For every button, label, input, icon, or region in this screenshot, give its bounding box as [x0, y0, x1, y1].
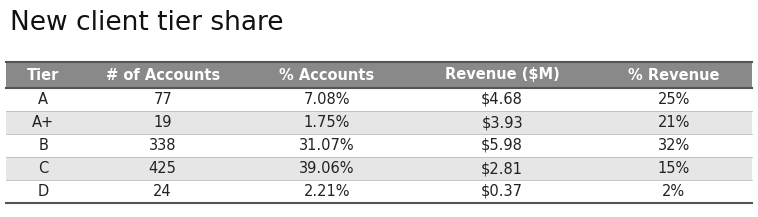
- Text: 21%: 21%: [657, 115, 690, 130]
- Bar: [595, 111, 752, 134]
- Bar: [6, 62, 80, 88]
- Bar: [595, 134, 752, 157]
- Bar: [6, 88, 80, 111]
- Text: 77: 77: [153, 92, 172, 107]
- Text: 39.06%: 39.06%: [299, 161, 355, 176]
- Bar: [80, 134, 245, 157]
- Text: % Revenue: % Revenue: [628, 67, 719, 82]
- Text: 2.21%: 2.21%: [303, 184, 350, 199]
- Text: 425: 425: [149, 161, 177, 176]
- Bar: [80, 88, 245, 111]
- Text: Revenue ($M): Revenue ($M): [445, 67, 559, 82]
- Text: C: C: [38, 161, 49, 176]
- Text: $3.93: $3.93: [481, 115, 523, 130]
- Bar: [6, 134, 80, 157]
- Text: 25%: 25%: [657, 92, 690, 107]
- Bar: [595, 180, 752, 203]
- Bar: [409, 111, 595, 134]
- Text: % Accounts: % Accounts: [279, 67, 374, 82]
- Bar: [595, 88, 752, 111]
- Bar: [245, 62, 409, 88]
- Text: A: A: [39, 92, 49, 107]
- Text: New client tier share: New client tier share: [10, 10, 283, 36]
- Bar: [6, 157, 80, 180]
- Bar: [409, 180, 595, 203]
- Text: $0.37: $0.37: [481, 184, 523, 199]
- Text: Tier: Tier: [27, 67, 59, 82]
- Text: A+: A+: [33, 115, 55, 130]
- Bar: [595, 157, 752, 180]
- Text: 7.08%: 7.08%: [303, 92, 350, 107]
- Text: 32%: 32%: [657, 138, 690, 153]
- Bar: [245, 134, 409, 157]
- Text: 1.75%: 1.75%: [304, 115, 350, 130]
- Bar: [409, 157, 595, 180]
- Bar: [80, 62, 245, 88]
- Bar: [245, 111, 409, 134]
- Bar: [409, 134, 595, 157]
- Text: 15%: 15%: [657, 161, 690, 176]
- Bar: [245, 180, 409, 203]
- Text: D: D: [38, 184, 49, 199]
- Text: 338: 338: [149, 138, 177, 153]
- Bar: [595, 62, 752, 88]
- Bar: [245, 157, 409, 180]
- Text: # of Accounts: # of Accounts: [105, 67, 220, 82]
- Bar: [6, 180, 80, 203]
- Bar: [80, 111, 245, 134]
- Text: 31.07%: 31.07%: [299, 138, 355, 153]
- Text: 2%: 2%: [662, 184, 685, 199]
- Text: 24: 24: [153, 184, 172, 199]
- Text: B: B: [39, 138, 49, 153]
- Bar: [245, 88, 409, 111]
- Bar: [80, 180, 245, 203]
- Text: $5.98: $5.98: [481, 138, 523, 153]
- Bar: [6, 111, 80, 134]
- Text: $2.81: $2.81: [481, 161, 523, 176]
- Bar: [80, 157, 245, 180]
- Bar: [409, 62, 595, 88]
- Bar: [409, 88, 595, 111]
- Text: 19: 19: [153, 115, 172, 130]
- Text: $4.68: $4.68: [481, 92, 523, 107]
